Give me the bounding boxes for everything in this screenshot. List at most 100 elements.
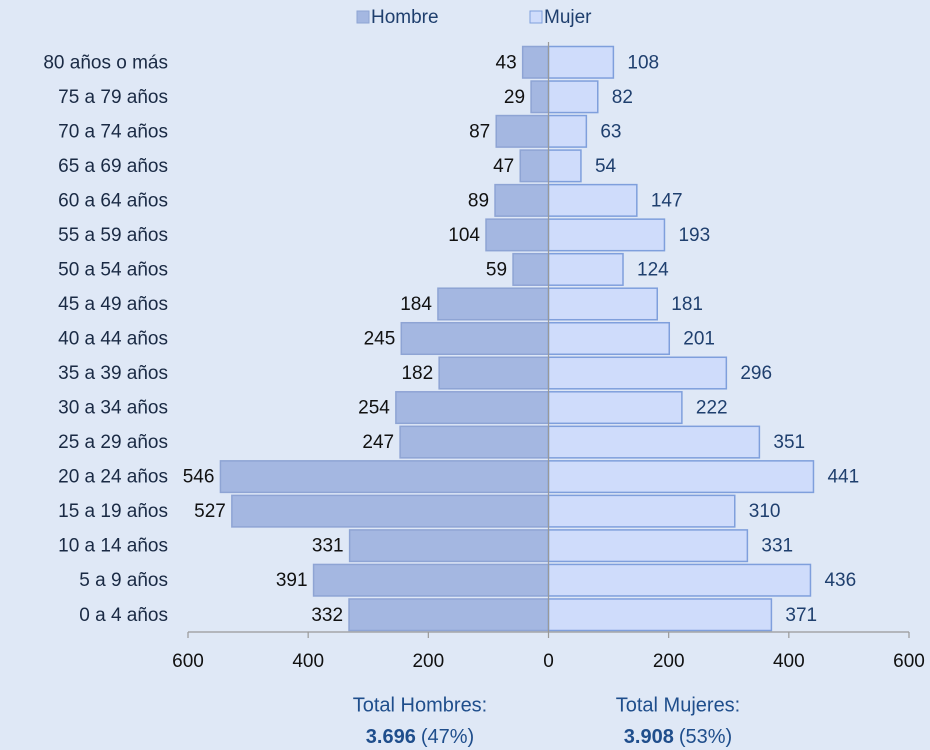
bar (438, 356, 550, 390)
value-label: 245 (364, 329, 396, 350)
total-value: 3.908 (53%) (624, 726, 732, 748)
value-label: 124 (637, 259, 669, 280)
value-label: 47 (493, 156, 514, 177)
bar (547, 45, 615, 79)
bar (395, 391, 550, 425)
bar (400, 321, 550, 356)
bar (547, 287, 659, 321)
bar (519, 149, 550, 183)
value-label: 89 (468, 190, 489, 211)
value-label: 441 (827, 467, 859, 488)
total-value: 3.696 (47%) (366, 726, 474, 748)
bar (231, 494, 550, 528)
x-tick-label: 400 (773, 651, 805, 672)
category-label: 65 a 69 años (58, 156, 168, 177)
value-label: 63 (600, 121, 621, 142)
value-label: 351 (773, 432, 805, 453)
total-share: (47%) (421, 726, 474, 748)
total-number: 3.908 (624, 726, 674, 748)
bar (547, 494, 736, 528)
bar (547, 183, 638, 217)
legend-label: Hombre (371, 7, 439, 28)
total-label: Total Hombres: (353, 694, 488, 716)
value-label: 104 (448, 225, 480, 246)
legend-swatch (356, 10, 370, 24)
x-tick-label: 200 (653, 651, 685, 672)
bar (485, 218, 550, 252)
value-label: 193 (678, 225, 710, 246)
bar (547, 356, 728, 390)
x-tick-label: 600 (172, 651, 204, 672)
bar (547, 563, 812, 597)
category-label: 20 a 24 años (58, 467, 168, 488)
total-label: Total Mujeres: (616, 694, 741, 716)
category-label: 80 años o más (43, 52, 168, 73)
category-label: 15 a 19 años (58, 501, 168, 522)
bar (547, 529, 749, 563)
value-label: 247 (362, 432, 394, 453)
bar (437, 287, 550, 321)
category-label: 5 a 9 años (79, 570, 168, 591)
value-label: 546 (183, 467, 215, 488)
bar (348, 529, 550, 563)
bar (547, 391, 683, 425)
legend-label: Mujer (544, 7, 592, 28)
value-label: 147 (651, 190, 683, 211)
category-label: 55 a 59 años (58, 225, 168, 246)
value-label: 43 (496, 52, 517, 73)
bar (547, 252, 624, 286)
category-label: 70 a 74 años (58, 121, 168, 142)
x-tick-label: 0 (543, 651, 554, 672)
bar (521, 45, 550, 79)
bar (547, 149, 582, 183)
category-label: 75 a 79 años (58, 87, 168, 108)
legend-swatch (529, 10, 543, 24)
bar (512, 252, 550, 286)
x-tick-label: 600 (893, 651, 925, 672)
bar (547, 460, 815, 494)
value-label: 182 (401, 363, 433, 384)
value-label: 29 (504, 87, 525, 108)
value-label: 184 (400, 294, 432, 315)
bar (495, 114, 550, 148)
value-label: 201 (683, 329, 715, 350)
value-label: 54 (595, 156, 617, 177)
value-label: 82 (612, 87, 633, 108)
value-label: 108 (627, 52, 659, 73)
value-label: 391 (276, 570, 308, 591)
bar (399, 425, 550, 459)
value-label: 87 (469, 121, 490, 142)
value-label: 296 (740, 363, 772, 384)
bar (530, 80, 550, 114)
value-label: 181 (671, 294, 703, 315)
category-label: 0 a 4 años (79, 605, 168, 626)
bar (348, 598, 550, 632)
value-label: 527 (194, 501, 226, 522)
bar (547, 218, 666, 252)
value-label: 332 (311, 605, 343, 626)
value-label: 331 (761, 536, 793, 557)
value-label: 436 (824, 570, 856, 591)
value-label: 331 (312, 536, 344, 557)
bar (547, 80, 599, 114)
bar (494, 183, 550, 217)
category-label: 25 a 29 años (58, 432, 168, 453)
bar (547, 114, 588, 148)
value-label: 222 (696, 398, 728, 419)
total-number: 3.696 (366, 726, 416, 748)
category-label: 45 a 49 años (58, 294, 168, 315)
bar (547, 598, 773, 632)
total-share: (53%) (679, 726, 732, 748)
value-label: 371 (785, 605, 817, 626)
bar (312, 563, 550, 597)
category-label: 60 a 64 años (58, 190, 168, 211)
category-label: 40 a 44 años (58, 329, 168, 350)
x-tick-label: 400 (292, 651, 324, 672)
value-label: 310 (749, 501, 781, 522)
category-label: 10 a 14 años (58, 536, 168, 557)
category-label: 30 a 34 años (58, 398, 168, 419)
value-label: 254 (358, 398, 390, 419)
value-label: 59 (486, 259, 507, 280)
category-label: 50 a 54 años (58, 259, 168, 280)
